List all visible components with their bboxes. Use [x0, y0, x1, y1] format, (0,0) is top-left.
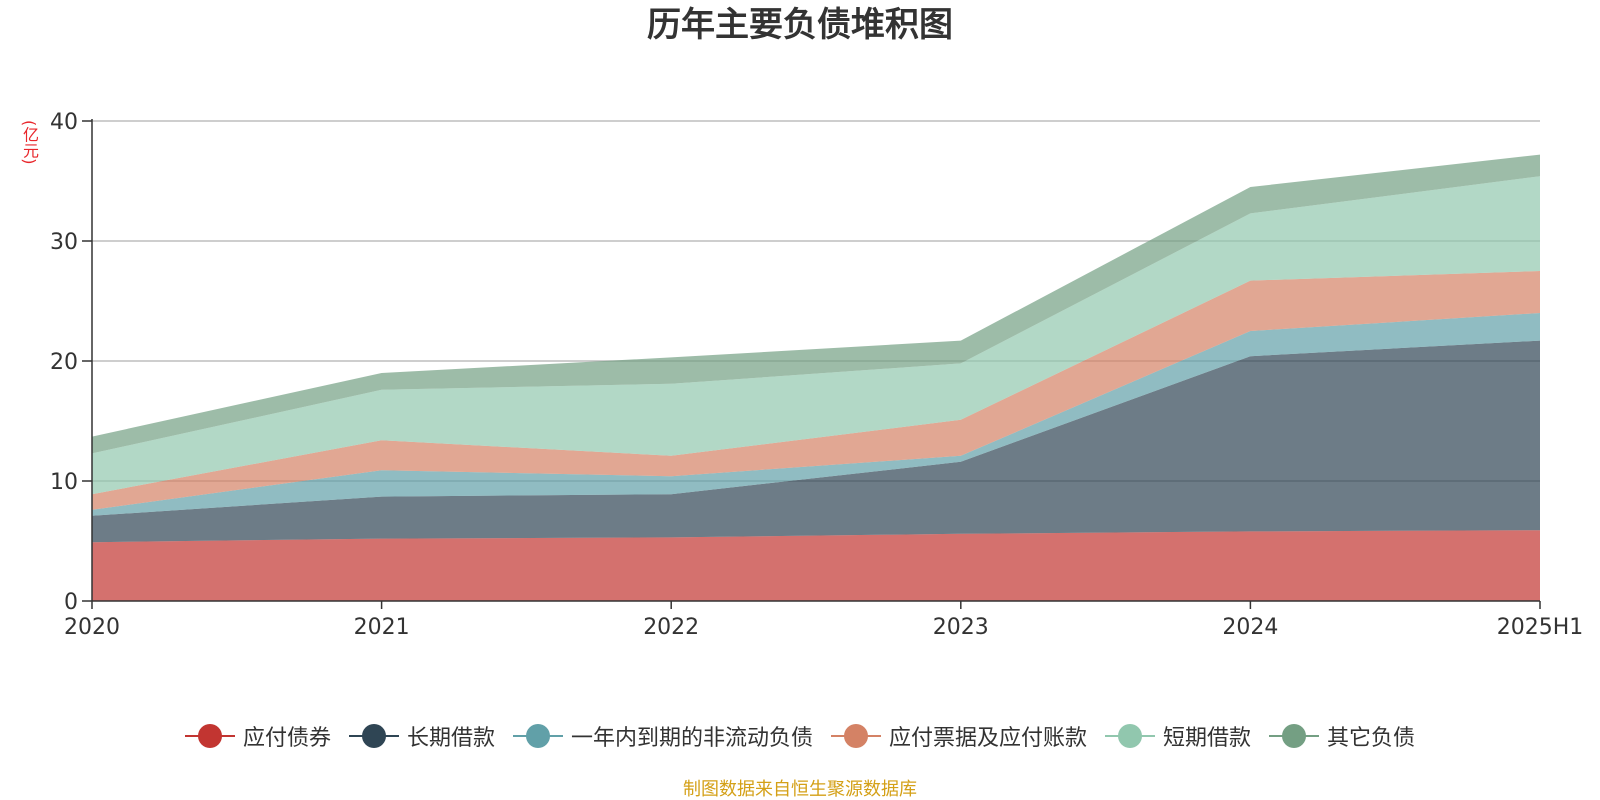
legend-marker-icon — [348, 724, 399, 748]
legend-label: 应付债券 — [242, 726, 331, 751]
area-series-1 — [92, 340, 1540, 543]
legend-marker-icon — [831, 724, 881, 748]
area-series-2 — [92, 313, 1540, 516]
area-series-0 — [92, 530, 1540, 601]
legend-item-4[interactable]: 短期借款 — [1105, 720, 1251, 752]
area-series-5 — [92, 154, 1540, 454]
x-tick-label: 2020 — [64, 615, 120, 640]
legend-label: 其它负债 — [1327, 726, 1416, 751]
legend-label: 长期借款 — [406, 726, 495, 751]
legend-label: 一年内到期的非流动负债 — [570, 726, 813, 751]
y-tick-label: 0 — [64, 590, 78, 615]
x-tick-label: 2024 — [1222, 615, 1278, 640]
area-series-3 — [92, 271, 1540, 510]
legend-label: 短期借款 — [1163, 726, 1252, 751]
legend-item-3[interactable]: 应付票据及应付账款 — [831, 720, 1087, 752]
legend-item-2[interactable]: 一年内到期的非流动负债 — [512, 720, 813, 752]
y-axis-unit-label: (亿元) — [20, 120, 39, 165]
x-tick-label: 2025H1 — [1497, 615, 1584, 640]
x-tick-label: 2022 — [643, 615, 699, 640]
axes: 0 10 20 30 40 2020 2021 2022 2023 2024 2025H1 — [50, 110, 1583, 640]
source-note: 制图数据来自恒生聚源数据库 — [683, 779, 917, 800]
legend: 应付债券 长期借款 一年内到期的非流动负债 应付票据及应付账款 短期借款 其它负债 — [0, 720, 1600, 752]
y-tick-label: 20 — [50, 350, 78, 375]
legend-label: 应付票据及应付账款 — [889, 726, 1088, 751]
y-tick-label: 40 — [50, 110, 78, 135]
legend-item-5[interactable]: 其它负债 — [1269, 720, 1415, 752]
area-series — [92, 154, 1540, 601]
area-series-4 — [92, 176, 1540, 495]
y-tick-label: 30 — [50, 230, 78, 255]
chart-title: 历年主要负债堆积图 — [647, 5, 953, 45]
x-tick-label: 2023 — [933, 615, 989, 640]
legend-marker-icon — [512, 724, 563, 748]
legend-item-1[interactable]: 长期借款 — [348, 720, 495, 752]
x-tick-label: 2021 — [354, 615, 410, 640]
y-tick-label: 10 — [50, 470, 78, 495]
legend-marker-icon — [1105, 724, 1156, 748]
legend-marker-icon — [1269, 724, 1320, 748]
stacked-area-chart: 0 10 20 30 40 2020 2021 2022 2023 2024 2025H1 — [50, 110, 1583, 640]
legend-marker-icon — [184, 724, 235, 748]
legend-item-0[interactable]: 应付债券 — [184, 720, 331, 752]
